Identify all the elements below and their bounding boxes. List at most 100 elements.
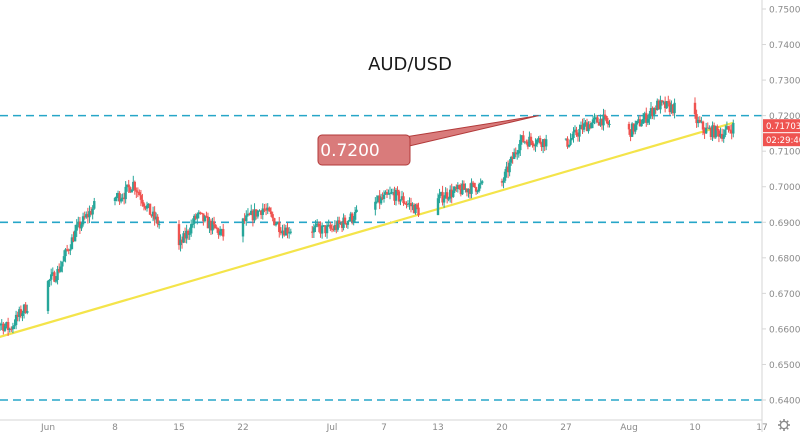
candle-body: [635, 120, 639, 125]
candle-body: [259, 210, 263, 215]
candle-body: [251, 210, 255, 221]
trendline[interactable]: [0, 121, 734, 340]
candle-body: [387, 193, 390, 195]
candle-body: [667, 101, 670, 103]
candle-body: [348, 219, 351, 222]
candle-body: [113, 198, 117, 202]
candle-body: [575, 129, 578, 136]
candle-body: [448, 189, 452, 199]
candle-body: [581, 124, 584, 130]
candle-body: [64, 249, 67, 257]
candle-body: [142, 203, 146, 207]
last-price-label: 0.71703: [766, 122, 800, 132]
candle-body: [522, 135, 525, 143]
candle-body: [70, 237, 74, 250]
candle-body: [534, 144, 537, 147]
candle-body: [85, 214, 88, 218]
candle-body: [46, 281, 50, 312]
candle-body: [538, 138, 542, 144]
candle-body: [258, 210, 261, 212]
candle-body: [544, 139, 548, 147]
candle-body: [567, 144, 571, 147]
candle-body: [526, 142, 530, 147]
candle-body: [470, 182, 473, 194]
candle-body: [396, 189, 399, 192]
candle-body: [393, 192, 396, 201]
candle-body: [479, 183, 482, 185]
candle-body: [54, 280, 58, 282]
candle-body: [597, 122, 601, 126]
candle-body: [608, 123, 611, 125]
candle-body: [599, 118, 602, 126]
candle-body: [634, 124, 637, 132]
candle-body: [214, 224, 217, 229]
candle-body: [5, 322, 8, 327]
candle-body: [570, 137, 574, 140]
candle-body: [150, 214, 153, 217]
annotation-box[interactable]: [317, 134, 411, 166]
candle-body: [263, 208, 266, 210]
candle-body: [665, 101, 668, 109]
candle-body: [256, 210, 260, 217]
candle-body: [730, 130, 733, 134]
candle-body: [335, 225, 338, 230]
candle-body: [191, 223, 194, 225]
candle-body: [453, 187, 456, 191]
candle-body: [8, 328, 11, 330]
candle-body: [11, 326, 15, 330]
candle-body: [355, 209, 358, 213]
candle-body: [283, 230, 286, 236]
candle-body: [264, 209, 268, 211]
candle-body: [411, 204, 414, 207]
candle-body: [473, 182, 476, 188]
candle-body: [199, 212, 202, 214]
candle-body: [6, 322, 10, 330]
candle-body: [652, 108, 656, 116]
candle-body: [719, 133, 722, 137]
candle-body: [212, 221, 216, 225]
candle-body: [374, 201, 377, 210]
candle-body: [381, 197, 384, 199]
candle-body: [523, 141, 527, 143]
candle-body: [211, 221, 214, 231]
candle-body: [400, 196, 404, 200]
candle-body: [138, 192, 141, 196]
candle-body: [382, 194, 386, 199]
candle-body: [525, 141, 528, 143]
candle-body: [405, 204, 408, 206]
candle-body: [266, 207, 269, 211]
candle-body: [394, 189, 398, 201]
candle-body: [637, 119, 640, 121]
candle-body: [566, 138, 569, 147]
candle-body: [541, 139, 545, 148]
candle-body: [205, 216, 208, 218]
candle-body: [388, 192, 392, 194]
candle-body: [693, 102, 697, 115]
candle-body: [409, 203, 413, 207]
candle-body: [21, 313, 24, 317]
candle-body: [600, 118, 604, 126]
candle-body: [391, 192, 395, 194]
candle-body: [385, 192, 389, 195]
candle-body: [584, 122, 587, 124]
candle-body: [185, 230, 188, 239]
gear-icon[interactable]: [778, 419, 790, 431]
candle-body: [148, 203, 152, 215]
candle-body: [317, 223, 321, 227]
candle-body: [245, 215, 248, 222]
candle-body: [528, 136, 531, 147]
candle-body: [127, 184, 130, 188]
candle-body: [591, 119, 595, 123]
candles-layer: [0, 95, 735, 336]
candle-body: [594, 117, 598, 119]
candle-body: [668, 102, 672, 113]
candle-body: [643, 113, 646, 119]
candle-body: [53, 272, 56, 282]
time-axis[interactable]: Jun 8 15 22 Jul 7 13 20 27 Aug 10 17: [0, 419, 768, 433]
candle-body: [640, 123, 643, 127]
candle-body: [83, 216, 86, 218]
candle-body: [605, 116, 608, 122]
